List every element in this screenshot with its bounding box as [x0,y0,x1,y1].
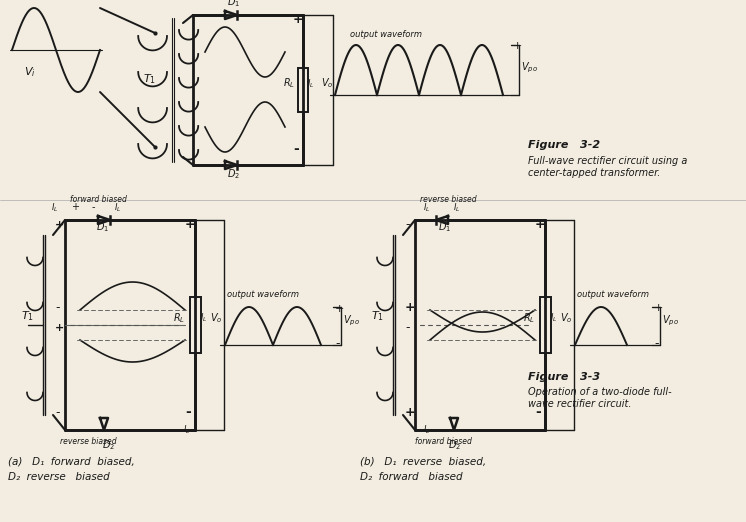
Text: Full-wave rectifier circuit using a: Full-wave rectifier circuit using a [528,156,687,166]
Text: $D_1$: $D_1$ [227,0,240,9]
Text: -: - [55,301,60,314]
Text: $T_1$: $T_1$ [21,309,34,323]
Text: $D_1$: $D_1$ [438,220,451,234]
Text: +: + [513,41,522,51]
Text: -: - [185,405,191,419]
Text: D₂  forward   biased: D₂ forward biased [360,472,463,482]
Bar [189,297,201,353]
Text: $V_o$: $V_o$ [321,76,333,90]
Text: -: - [654,337,659,350]
Text: +: + [55,323,64,333]
Text: center-tapped transformer.: center-tapped transformer. [528,168,660,178]
Text: +: + [71,202,79,212]
Text: $I_L$: $I_L$ [423,201,430,213]
Text: +: + [535,218,545,231]
Text: -: - [405,321,410,334]
Text: output waveform: output waveform [227,290,299,299]
Text: forward biased: forward biased [415,437,472,446]
Text: Figure   3-2: Figure 3-2 [528,140,600,150]
Text: $D_2$: $D_2$ [448,438,461,452]
Text: forward biased: forward biased [70,195,127,204]
Text: $D_2$: $D_2$ [102,438,115,452]
Text: $D_2$: $D_2$ [227,167,240,181]
Text: -: - [55,406,60,419]
Text: (b)   D₁  reverse  biased,: (b) D₁ reverse biased, [360,457,486,467]
Text: $V_o$: $V_o$ [210,311,222,325]
Text: $I_L$: $I_L$ [423,424,430,436]
Text: $I_L$: $I_L$ [183,424,190,436]
Text: $I_L$: $I_L$ [200,312,207,325]
Text: $R_L$: $R_L$ [523,311,535,325]
Text: $V_{po}$: $V_{po}$ [662,313,679,328]
Text: $I_L$: $I_L$ [51,201,58,213]
Text: output waveform: output waveform [350,30,422,39]
Text: $T_1$: $T_1$ [371,309,384,323]
Text: $R_L$: $R_L$ [173,311,185,325]
Text: -: - [335,337,339,350]
Text: Operation of a two-diode full-: Operation of a two-diode full- [528,387,671,397]
Bar [298,68,308,112]
Text: $I_L$: $I_L$ [550,312,557,325]
Text: -: - [92,202,95,212]
Text: output waveform: output waveform [577,290,649,299]
Text: (a)   D₁  forward  biased,: (a) D₁ forward biased, [8,457,135,467]
Text: Figure   3-3: Figure 3-3 [528,372,600,382]
Text: +: + [654,303,663,313]
Text: $V_{po}$: $V_{po}$ [343,313,360,328]
Text: reverse biased: reverse biased [420,195,477,204]
Text: reverse biased: reverse biased [60,437,116,446]
Text: $I_L$: $I_L$ [307,77,314,89]
Text: -: - [405,218,410,231]
Text: wave rectifier circuit.: wave rectifier circuit. [528,399,632,409]
Text: -: - [535,405,541,419]
Bar [539,297,551,353]
Text: +: + [405,301,416,314]
Text: +: + [405,406,416,419]
Text: $R_L$: $R_L$ [283,76,295,90]
Text: $D_1$: $D_1$ [96,220,109,234]
Text: $I_L$: $I_L$ [453,201,460,213]
Text: +: + [335,304,345,314]
Text: +: + [55,220,64,230]
Text: $V_o$: $V_o$ [560,311,572,325]
Text: $I_L$: $I_L$ [114,201,122,213]
Text: $V_{po}$: $V_{po}$ [521,61,538,75]
Text: -: - [293,142,298,156]
Text: $V_i$: $V_i$ [24,65,36,79]
Text: +: + [185,218,195,231]
Text: D₂  reverse   biased: D₂ reverse biased [8,472,110,482]
Text: $T_1$: $T_1$ [143,72,156,86]
Text: +: + [293,13,304,26]
